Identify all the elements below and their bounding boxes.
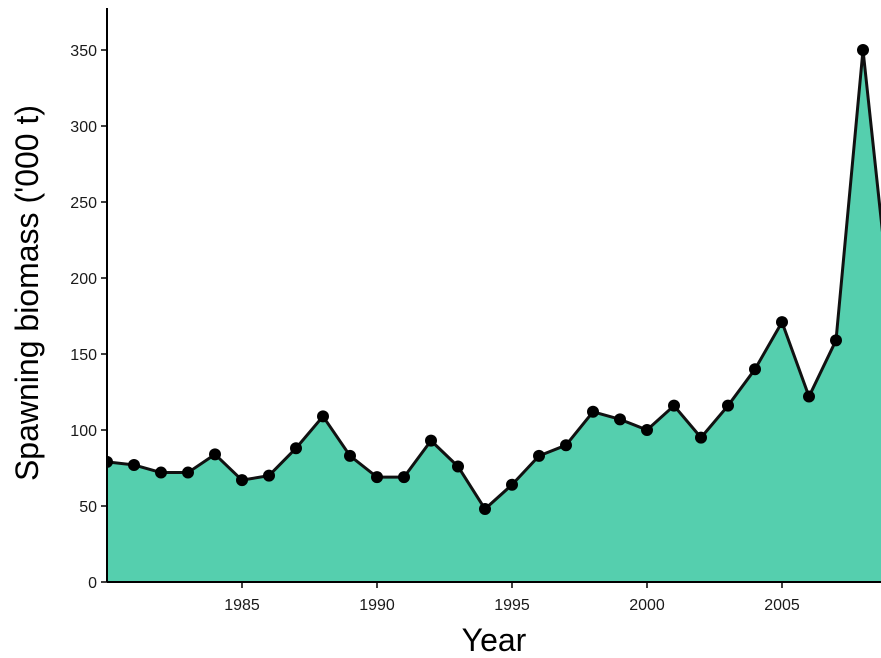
data-point-1986 <box>263 469 275 482</box>
x-axis-ticks: 1985 1990 1995 2000 2005 <box>224 582 800 614</box>
data-point-2005 <box>776 316 788 329</box>
data-point-1983 <box>182 466 194 479</box>
data-point-1990 <box>371 471 383 484</box>
data-point-2004 <box>749 363 761 376</box>
y-tick-label: 0 <box>88 575 97 592</box>
y-tick-label: 50 <box>79 499 97 516</box>
data-point-1992 <box>425 434 437 447</box>
data-point-1995 <box>506 478 518 491</box>
x-tick-label: 2005 <box>764 597 800 614</box>
data-point-1987 <box>290 442 302 455</box>
data-point-1982 <box>155 466 167 479</box>
x-tick-label: 2000 <box>629 597 665 614</box>
data-point-1980 <box>107 455 113 468</box>
y-tick-label: 350 <box>70 43 97 60</box>
y-axis-ticks: 0 50 100 150 200 250 300 350 <box>70 43 107 592</box>
data-point-2006 <box>803 390 815 403</box>
data-point-2003 <box>722 399 734 412</box>
x-tick-label: 1995 <box>494 597 530 614</box>
data-point-2008 <box>857 44 869 56</box>
data-point-1989 <box>344 449 356 462</box>
data-point-2002 <box>695 431 707 444</box>
y-tick-label: 250 <box>70 195 97 212</box>
data-point-2000 <box>641 424 653 436</box>
data-point-1993 <box>452 460 464 473</box>
data-point-1984 <box>209 448 221 461</box>
data-point-1998 <box>587 405 599 418</box>
x-tick-label: 1985 <box>224 597 260 614</box>
data-point-1985 <box>236 474 248 487</box>
y-tick-label: 300 <box>70 119 97 136</box>
y-tick-label: 150 <box>70 347 97 364</box>
data-point-1991 <box>398 471 410 484</box>
data-point-1999 <box>614 413 626 426</box>
biomass-series-line <box>107 48 881 511</box>
data-point-1981 <box>128 458 140 471</box>
y-axis-title: Spawning biomass ('000 t) <box>9 105 45 481</box>
data-points <box>107 44 869 516</box>
data-point-1994 <box>479 503 491 516</box>
x-axis-title: Year <box>462 622 527 658</box>
data-point-1997 <box>560 439 572 452</box>
data-point-2001 <box>668 399 680 412</box>
y-tick-label: 100 <box>70 423 97 440</box>
data-point-1988 <box>317 410 329 423</box>
data-point-1996 <box>533 449 545 462</box>
x-tick-label: 1990 <box>359 597 395 614</box>
data-point-2007 <box>830 334 842 347</box>
y-tick-label: 200 <box>70 271 97 288</box>
